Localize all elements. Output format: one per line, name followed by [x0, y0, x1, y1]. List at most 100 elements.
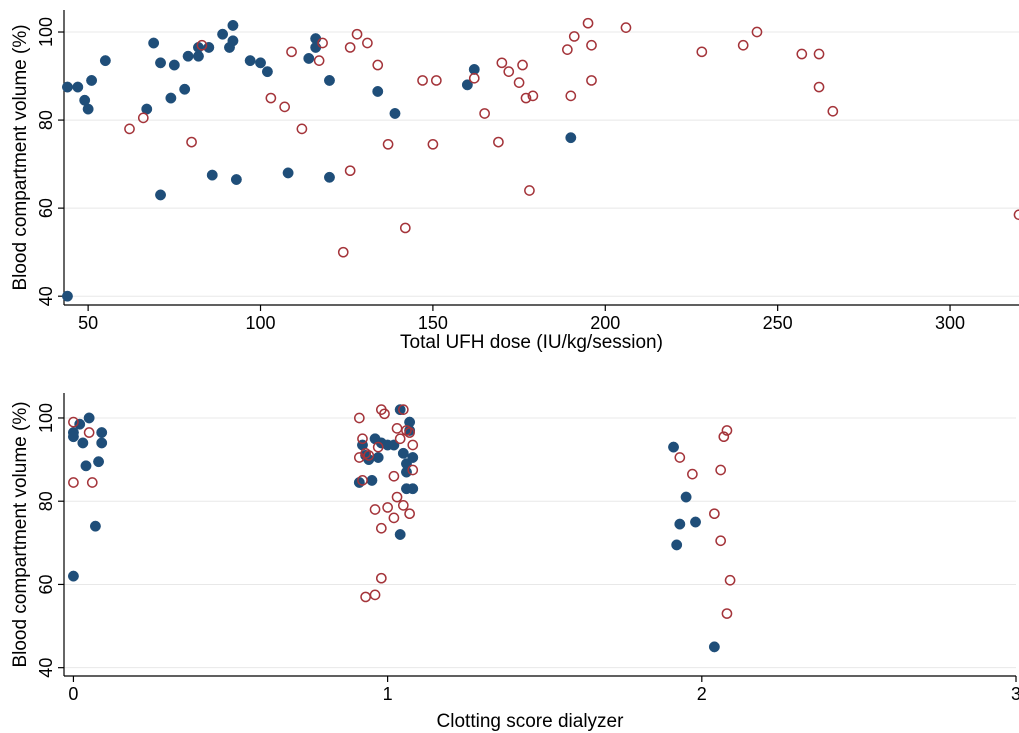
data-point-filled — [394, 404, 406, 416]
data-point-hollow — [337, 246, 349, 258]
data-point-hollow — [427, 138, 439, 150]
data-point-hollow — [317, 37, 328, 49]
data-point-hollow — [382, 138, 394, 150]
x-tick-label: 150 — [418, 313, 448, 333]
clotting-score-scatter-panel: 40 60 80 100 0 1 2 3 Clotting score dialyzer Bloo… — [10, 393, 1019, 732]
data-point-filled — [389, 108, 401, 119]
x-axis-title: Total UFH dose (IU/kg/session) — [400, 332, 663, 353]
y-tick-label: 80 — [36, 110, 56, 130]
data-point-filled — [565, 132, 577, 144]
data-point-hollow — [369, 504, 381, 515]
data-point-filled — [388, 439, 400, 451]
y-tick-label: 100 — [36, 403, 56, 433]
data-point-filled — [690, 516, 701, 528]
data-point-filled — [168, 59, 180, 71]
data-point-hollow — [586, 39, 597, 51]
data-point-hollow — [721, 608, 733, 619]
data-point-hollow — [565, 90, 577, 102]
data-point-filled — [461, 79, 473, 91]
data-point-hollow — [813, 48, 825, 60]
data-point-filled — [324, 74, 335, 86]
data-point-hollow — [382, 502, 393, 513]
data-point-filled — [77, 437, 89, 449]
data-point-hollow — [265, 92, 277, 104]
data-point-filled — [61, 81, 73, 93]
data-point-hollow — [137, 112, 149, 124]
data-point-filled — [708, 641, 720, 653]
data-point-hollow — [360, 447, 371, 459]
data-point-hollow — [524, 185, 535, 196]
data-point-hollow — [357, 475, 368, 486]
data-point-hollow — [391, 491, 403, 503]
data-point-filled — [80, 460, 92, 472]
data-point-hollow — [68, 477, 79, 488]
data-point-hollow — [401, 425, 412, 436]
data-point-filled — [82, 103, 94, 115]
x-tick-label: 250 — [763, 313, 793, 333]
data-point-hollow — [696, 46, 708, 58]
data-point-hollow — [372, 59, 384, 71]
data-point-filled — [206, 169, 218, 181]
data-point-filled — [674, 518, 686, 530]
data-point-filled — [155, 189, 166, 201]
data-point-hollow — [721, 425, 733, 436]
data-point-hollow — [517, 59, 528, 71]
data-point-hollow — [586, 75, 597, 86]
data-point-hollow — [620, 22, 632, 33]
data-point-hollow — [813, 81, 825, 93]
data-point-filled — [67, 431, 79, 443]
data-point-filled — [165, 92, 177, 104]
y-tick-label: 40 — [36, 286, 56, 306]
data-point-hollow — [709, 508, 720, 520]
data-point-hollow — [796, 48, 808, 60]
data-point-hollow — [369, 589, 381, 601]
data-point-filled — [404, 425, 416, 436]
data-point-hollow — [503, 66, 515, 77]
data-point-hollow — [417, 75, 428, 86]
data-point-hollow — [718, 431, 730, 443]
data-point-filled — [227, 19, 239, 31]
data-point-hollow — [360, 591, 371, 603]
data-point-hollow — [357, 433, 368, 445]
data-point-hollow — [279, 101, 290, 113]
data-point-filled — [324, 171, 335, 183]
data-point-hollow — [737, 39, 749, 51]
data-point-hollow — [407, 439, 419, 451]
x-tick-label: 300 — [935, 313, 965, 333]
data-point-hollow — [86, 477, 98, 488]
data-point-hollow — [68, 416, 79, 428]
data-point-filled — [668, 441, 679, 453]
data-point-hollow — [751, 26, 763, 38]
data-point-filled — [67, 570, 79, 582]
data-point-filled — [227, 35, 239, 47]
data-point-hollow — [513, 77, 525, 88]
y-axis-title: Blood compartment volume (%) — [10, 24, 31, 290]
data-point-hollow — [527, 90, 539, 102]
data-point-filled — [255, 57, 266, 69]
data-point-hollow — [715, 535, 727, 547]
data-point-filled — [671, 539, 683, 551]
data-point-filled — [148, 37, 160, 49]
x-tick-label: 2 — [697, 684, 707, 704]
data-point-filled — [310, 41, 322, 53]
data-point-hollow — [715, 464, 727, 476]
data-point-hollow — [375, 522, 387, 534]
data-point-hollow — [397, 404, 409, 415]
data-point-filled — [244, 55, 256, 67]
data-point-filled — [74, 418, 86, 430]
x-tick-label: 1 — [383, 684, 393, 704]
data-point-hollow — [582, 17, 594, 29]
data-point-hollow — [379, 408, 390, 420]
data-point-hollow — [391, 423, 403, 434]
data-point-filled — [366, 474, 378, 486]
data-point-filled — [397, 447, 409, 459]
data-point-filled — [96, 437, 108, 449]
data-point-hollow — [479, 108, 490, 119]
y-tick-label: 60 — [36, 198, 56, 218]
data-point-hollow — [496, 57, 508, 69]
y-tick-label: 40 — [36, 658, 56, 678]
x-tick-label: 50 — [78, 313, 98, 333]
data-point-filled — [230, 174, 242, 185]
data-point-hollow — [520, 92, 532, 104]
